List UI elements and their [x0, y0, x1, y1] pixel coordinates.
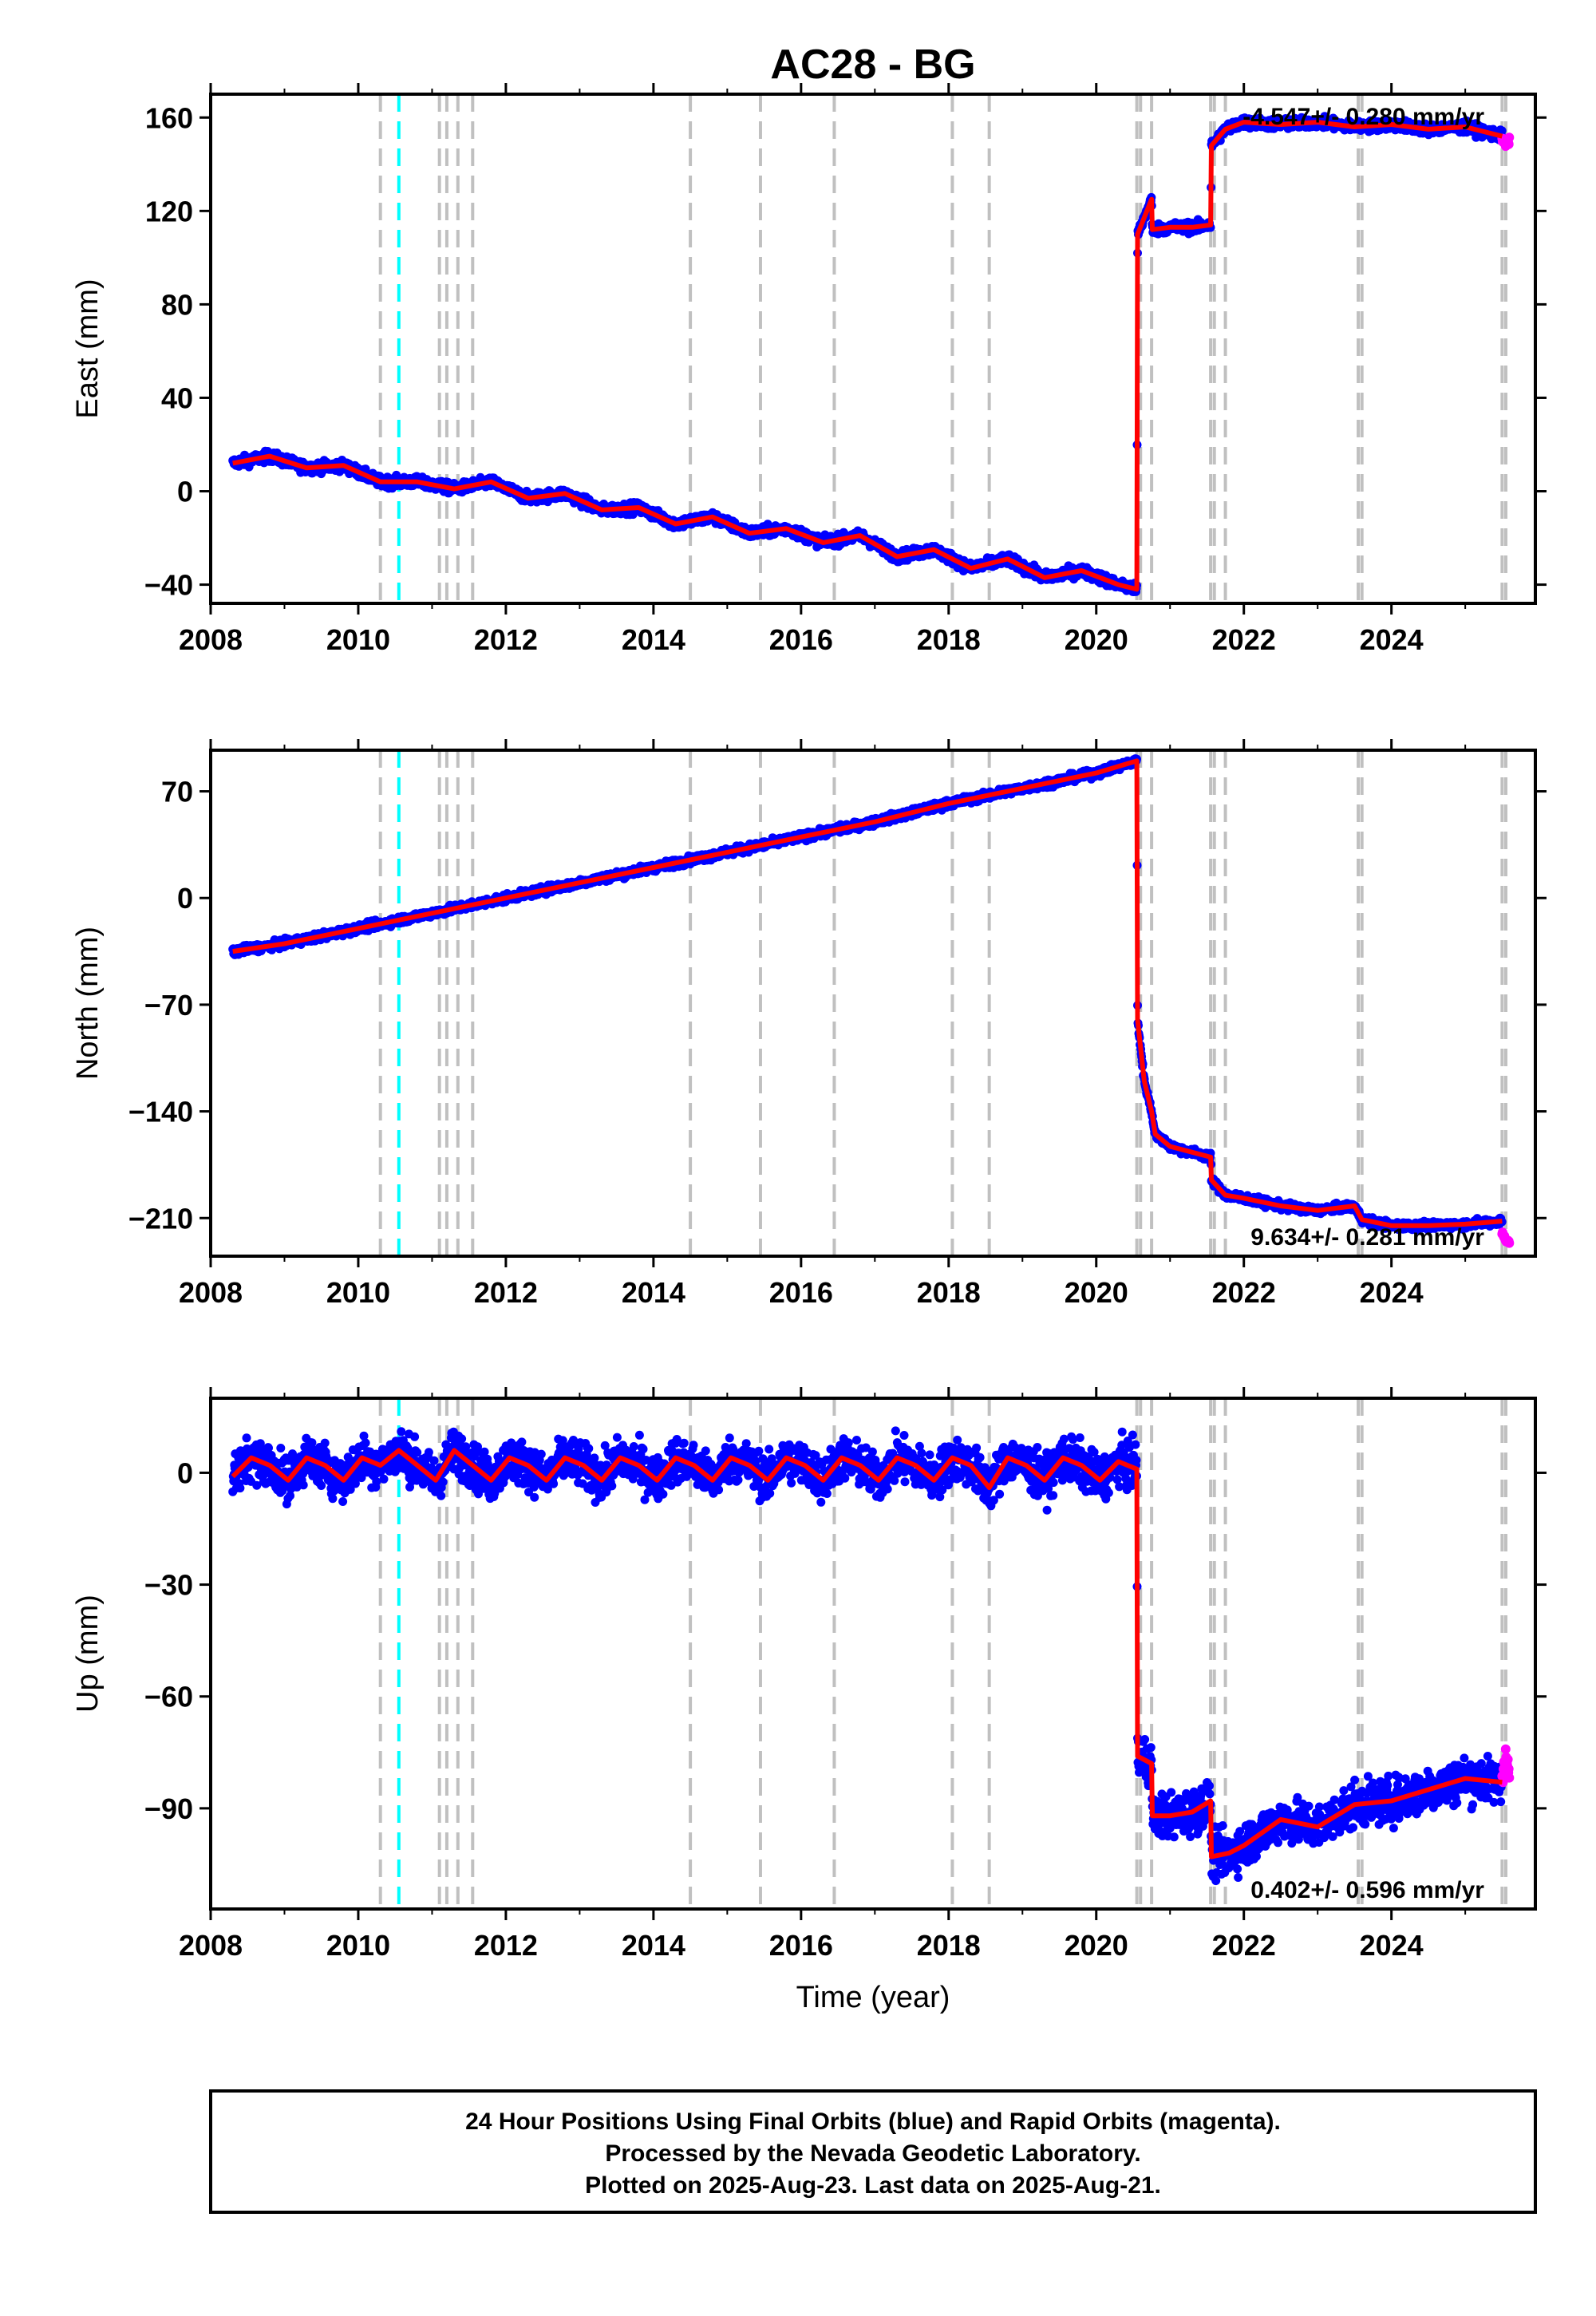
rate-label: -4.547+/- 0.280 mm/yr [1242, 104, 1484, 130]
figure-title: AC28 - BG [770, 41, 975, 88]
plot-area [228, 750, 1515, 1256]
x-tick-label: 2012 [474, 623, 538, 656]
y-tick-label: −40 [144, 569, 193, 602]
plot-area [228, 94, 1515, 603]
panel-north: 2008 2010 2012 2014 2016 2018 2020 2022 2024−210… [71, 739, 1547, 1309]
y-tick-label: 160 [145, 101, 193, 134]
plot-frame [209, 93, 1537, 605]
y-tick-label: 80 [161, 288, 193, 321]
x-tick-label: 2014 [622, 623, 685, 656]
y-tick-label: 0 [177, 476, 193, 508]
final-orbit-points [228, 754, 1507, 1235]
rapid-data-point [1504, 132, 1515, 143]
x-tick-label: 2010 [326, 623, 390, 656]
y-tick-label: 120 [145, 195, 193, 227]
x-tick-label: 2024 [1360, 623, 1424, 656]
y-tick-label: 40 [161, 381, 193, 414]
x-tick-label: 2020 [1065, 623, 1128, 656]
x-tick-label: 2022 [1212, 623, 1276, 656]
final-orbit-points [228, 112, 1507, 596]
x-tick-label: 2016 [769, 623, 833, 656]
model-fit-line [232, 120, 1503, 592]
x-tick-label: 2018 [917, 623, 981, 656]
panel-east: 2008 2010 2012 2014 2016 2018 2020 2022 2024 −40 0… [71, 83, 1547, 656]
y-axis-title: East (mm) [71, 279, 105, 418]
x-tick-label: 2008 [179, 623, 243, 656]
